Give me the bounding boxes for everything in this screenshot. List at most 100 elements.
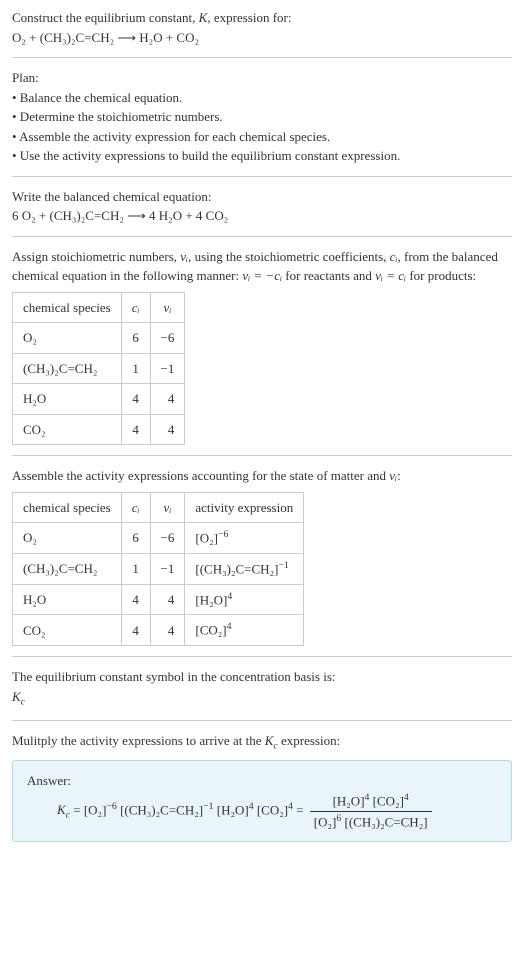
table-row: O₂ 6 −6 [13,323,185,354]
cell-species: H₂O [13,384,122,415]
plan-title: Plan: [12,68,512,88]
answer-kc: Kc [57,802,70,817]
cell-ci: 1 [121,353,150,384]
expr-exp: −6 [218,529,228,540]
intro-lhs: O₂ + (CH₃)₂C=CH₂ [12,30,114,45]
term3-base: [H₂O] [213,802,248,817]
cell-ci: 4 [121,584,150,615]
divider [12,176,512,177]
expr-base: [H₂O] [195,592,227,607]
cell-nui: 4 [150,584,185,615]
plan-bullet-2: • Determine the stoichiometric numbers. [12,107,512,127]
cell-species: (CH₃)₂C=CH₂ [13,353,122,384]
cell-species: CO₂ [13,615,122,646]
eq-sign2: = [293,802,307,817]
answer-label: Answer: [27,771,497,791]
stoich-pre: Assign stoichiometric numbers, [12,249,180,264]
cell-ci: 6 [121,323,150,354]
header-expr: activity expression [185,492,304,523]
stoich-eq2: νᵢ = cᵢ [375,268,406,283]
intro-prefix: Construct the equilibrium constant, [12,10,199,25]
stoich-section: Assign stoichiometric numbers, νᵢ, using… [12,247,512,446]
symbol-title: The equilibrium constant symbol in the c… [12,667,512,687]
cell-nui: −6 [150,323,185,354]
intro-arrow: ⟶ [117,30,136,45]
multiply-kc: Kc [265,733,278,748]
balanced-equation: 6 O₂ + (CH₃)₂C=CH₂ ⟶ 4 H₂O + 4 CO₂ [12,206,512,226]
header-ci: cᵢ [121,292,150,323]
activity-title-pre: Assemble the activity expressions accoun… [12,468,389,483]
fraction-denominator: [O₂]6 [(CH₃)₂C=CH₂] [310,812,432,832]
intro-section: Construct the equilibrium constant, K, e… [12,8,512,47]
table-row: H₂O 4 4 [H₂O]4 [13,584,304,615]
cell-species: O₂ [13,323,122,354]
table-header-row: chemical species cᵢ νᵢ activity expressi… [13,492,304,523]
stoich-table: chemical species cᵢ νᵢ O₂ 6 −6 (CH₃)₂C=C… [12,292,185,446]
cell-expr: [(CH₃)₂C=CH₂]−1 [185,553,304,584]
cell-species: H₂O [13,584,122,615]
multiply-pre: Mulitply the activity expressions to arr… [12,733,265,748]
expr-exp: 4 [227,591,232,602]
stoich-end: for products: [406,268,476,283]
plan-bullet-1: • Balance the chemical equation. [12,88,512,108]
table-row: (CH₃)₂C=CH₂ 1 −1 [(CH₃)₂C=CH₂]−1 [13,553,304,584]
stoich-ci: cᵢ [390,249,398,264]
activity-section: Assemble the activity expressions accoun… [12,466,512,646]
balanced-section: Write the balanced chemical equation: 6 … [12,187,512,226]
cell-species: CO₂ [13,414,122,445]
table-row: O₂ 6 −6 [O₂]−6 [13,523,304,554]
plan-section: Plan: • Balance the chemical equation. •… [12,68,512,166]
cell-nui: −1 [150,553,185,584]
cell-nui: −6 [150,523,185,554]
activity-title-post: : [397,468,401,483]
term1-base: [O₂] [84,802,107,817]
cell-ci: 1 [121,553,150,584]
header-ci: cᵢ [121,492,150,523]
cell-species: O₂ [13,523,122,554]
symbol-kc: Kc [12,687,512,710]
stoich-nui: νᵢ [180,249,188,264]
cell-expr: [CO₂]4 [185,615,304,646]
intro-rhs: H₂O + CO₂ [139,30,199,45]
intro-suffix: , expression for: [207,10,291,25]
term2-base: [(CH₃)₂C=CH₂] [117,802,203,817]
cell-ci: 4 [121,384,150,415]
cell-ci: 6 [121,523,150,554]
balanced-title: Write the balanced chemical equation: [12,187,512,207]
table-row: CO₂ 4 4 [13,414,185,445]
intro-equation: O₂ + (CH₃)₂C=CH₂ ⟶ H₂O + CO₂ [12,28,512,48]
divider [12,720,512,721]
eq-sign: = [70,802,84,817]
answer-fraction: [H₂O]4 [CO₂]4[O₂]6 [(CH₃)₂C=CH₂] [310,791,432,832]
table-row: H₂O 4 4 [13,384,185,415]
term2-exp: −1 [203,801,213,812]
activity-title: Assemble the activity expressions accoun… [12,466,512,486]
divider [12,455,512,456]
answer-box: Answer: Kc = [O₂]−6 [(CH₃)₂C=CH₂]−1 [H₂O… [12,760,512,842]
cell-expr: [O₂]−6 [185,523,304,554]
expr-exp: −1 [278,560,288,571]
multiply-section: Mulitply the activity expressions to arr… [12,731,512,842]
balanced-arrow: ⟶ [127,208,146,223]
cell-species: (CH₃)₂C=CH₂ [13,553,122,584]
kc-k: K [12,689,21,704]
cell-expr: [H₂O]4 [185,584,304,615]
header-species: chemical species [13,292,122,323]
stoich-mid1: , using the stoichiometric coefficients, [188,249,390,264]
fraction-numerator: [H₂O]4 [CO₂]4 [310,791,432,812]
cell-nui: 4 [150,414,185,445]
cell-ci: 4 [121,615,150,646]
kc-sub: c [21,696,25,707]
cell-nui: 4 [150,615,185,646]
table-header-row: chemical species cᵢ νᵢ [13,292,185,323]
multiply-text: Mulitply the activity expressions to arr… [12,731,512,754]
balanced-rhs: 4 H₂O + 4 CO₂ [149,208,228,223]
divider [12,57,512,58]
symbol-section: The equilibrium constant symbol in the c… [12,667,512,710]
intro-text: Construct the equilibrium constant, K, e… [12,8,512,28]
cell-nui: −1 [150,353,185,384]
cell-nui: 4 [150,384,185,415]
activity-nui: νᵢ [389,468,397,483]
stoich-text: Assign stoichiometric numbers, νᵢ, using… [12,247,512,286]
stoich-mid3: for reactants and [282,268,375,283]
